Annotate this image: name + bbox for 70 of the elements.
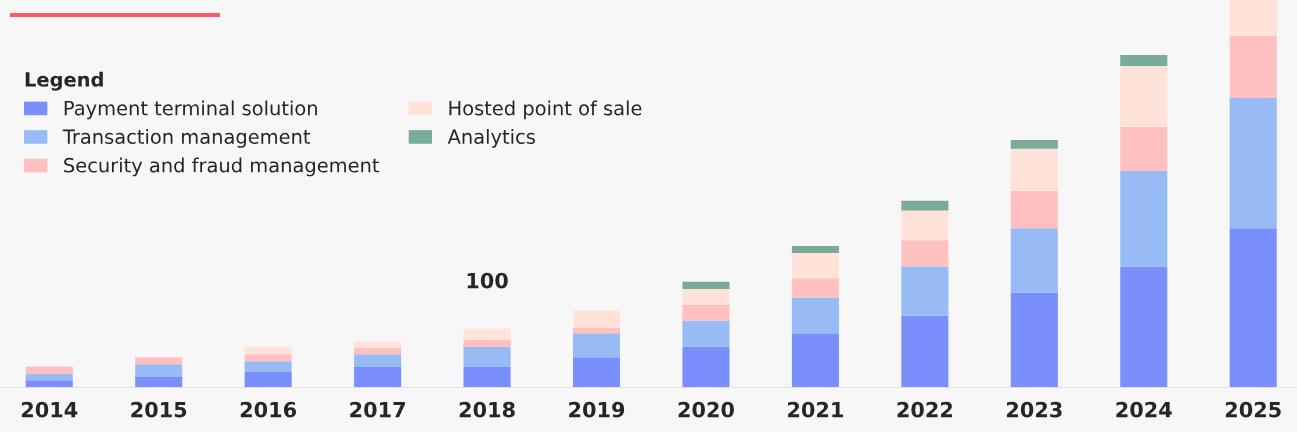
bar	[901, 210, 949, 241]
bar	[25, 366, 73, 374]
x-tick-label: 2021	[788, 401, 843, 418]
bar	[572, 327, 621, 334]
bar	[1010, 139, 1058, 149]
bar	[1120, 65, 1168, 127]
bar	[25, 380, 73, 388]
bar	[682, 289, 730, 305]
bar	[1229, 0, 1277, 37]
bar	[1229, 98, 1277, 229]
bar	[1120, 55, 1168, 66]
bar	[463, 366, 511, 388]
legend-label: Payment terminal solution	[64, 100, 317, 120]
legend-title: Legend	[25, 71, 103, 91]
bar	[1120, 266, 1168, 388]
bar	[901, 315, 949, 388]
bar	[1120, 126, 1168, 171]
bar	[463, 346, 511, 367]
bar	[463, 339, 511, 347]
bar	[1010, 190, 1058, 229]
bar	[135, 364, 183, 378]
x-tick-label: 2016	[240, 401, 297, 418]
bar	[901, 200, 949, 211]
bar	[244, 372, 292, 388]
x-tick-label: 2014	[21, 401, 78, 418]
bar	[1229, 36, 1277, 99]
legend-label: Security and fraud management	[64, 157, 380, 177]
bar	[682, 346, 730, 388]
bar	[791, 278, 839, 298]
bar	[1010, 228, 1058, 293]
bar	[135, 377, 183, 388]
bar	[354, 347, 402, 355]
bar	[572, 310, 621, 328]
x-tick-label: 2019	[569, 401, 625, 418]
legend-label: Hosted point of sale	[449, 100, 642, 120]
bar	[791, 334, 839, 388]
x-tick-label: 2015	[131, 401, 187, 418]
bar	[1229, 228, 1277, 388]
bar	[463, 328, 511, 340]
bar	[682, 281, 730, 290]
x-tick-label: 2017	[350, 401, 405, 418]
bar	[572, 333, 621, 358]
legend-label: Transaction management	[62, 128, 311, 148]
bar	[244, 354, 292, 362]
bar	[901, 240, 949, 267]
bar	[244, 347, 292, 355]
bar	[901, 266, 949, 316]
bar	[25, 373, 73, 381]
bar	[354, 354, 402, 367]
bar	[135, 357, 183, 365]
bar	[1010, 292, 1058, 388]
bar	[791, 297, 839, 335]
x-tick-label: 2018	[459, 401, 515, 418]
bar	[682, 304, 730, 321]
x-tick-label: 2023	[1006, 401, 1062, 418]
bar	[354, 341, 402, 348]
bar	[1010, 148, 1058, 191]
x-tick-label: 2025	[1225, 401, 1281, 418]
x-tick-label: 2020	[678, 401, 734, 418]
bar	[682, 320, 730, 347]
x-tick-label: 2022	[897, 401, 953, 418]
legend-label: Analytics	[447, 128, 535, 148]
annotation: 100	[467, 272, 508, 289]
bar	[572, 357, 621, 388]
x-tick-label: 2024	[1116, 401, 1172, 418]
bar	[791, 253, 839, 279]
bar	[244, 361, 292, 372]
bar	[354, 366, 402, 388]
bar	[1120, 170, 1168, 267]
bar	[791, 246, 839, 254]
